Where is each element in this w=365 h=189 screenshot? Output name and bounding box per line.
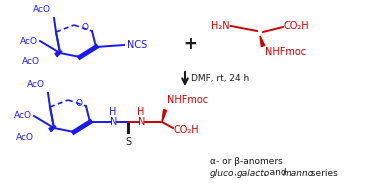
Text: AcO: AcO (33, 5, 51, 14)
Polygon shape (162, 110, 166, 122)
Text: AcO: AcO (20, 36, 38, 46)
Text: H: H (109, 107, 117, 117)
Text: DMF, rt, 24 h: DMF, rt, 24 h (191, 74, 249, 83)
Text: S: S (125, 137, 131, 147)
Text: H: H (137, 107, 145, 117)
Text: series: series (308, 169, 338, 177)
Text: NCS: NCS (127, 40, 147, 50)
Polygon shape (55, 51, 62, 57)
Text: AcO: AcO (14, 112, 32, 121)
Text: galacto: galacto (237, 169, 270, 177)
Text: AcO: AcO (22, 57, 40, 67)
Text: CO₂H: CO₂H (174, 125, 200, 135)
Text: , and: , and (264, 169, 289, 177)
Text: NHFmoc: NHFmoc (265, 47, 306, 57)
Text: O: O (76, 98, 82, 108)
Text: ,: , (234, 169, 240, 177)
Text: AcO: AcO (16, 132, 34, 142)
Text: gluco: gluco (210, 169, 234, 177)
Text: CO₂H: CO₂H (284, 21, 310, 31)
Text: N: N (138, 117, 146, 127)
Text: manno: manno (283, 169, 314, 177)
Text: O: O (81, 23, 88, 33)
Text: +: + (183, 35, 197, 53)
Text: α- or β-anomers: α- or β-anomers (210, 156, 283, 166)
Text: NHFmoc: NHFmoc (167, 95, 208, 105)
Text: H₂N: H₂N (211, 21, 230, 31)
Polygon shape (49, 126, 56, 132)
Polygon shape (260, 36, 265, 46)
Text: AcO: AcO (27, 80, 45, 89)
Text: N: N (110, 117, 118, 127)
